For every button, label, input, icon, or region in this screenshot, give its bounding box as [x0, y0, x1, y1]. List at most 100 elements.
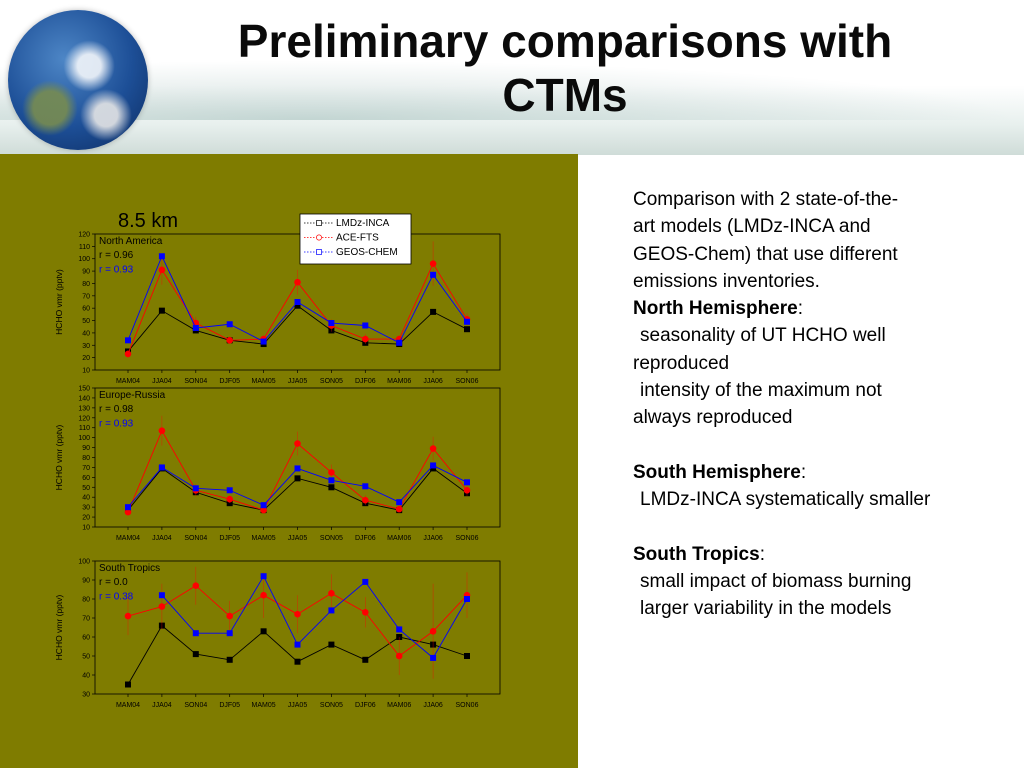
correlation-label: r = 0.98 [99, 404, 134, 415]
y-tick-label: 140 [78, 395, 90, 402]
geos-chem-point [396, 499, 403, 506]
x-tick-label: MAM04 [116, 378, 140, 385]
x-tick-label: JJA04 [152, 535, 172, 542]
ace-fts-point [158, 427, 166, 434]
y-tick-label: 130 [78, 405, 90, 412]
y-tick-label: 20 [82, 515, 90, 522]
south-hemisphere-heading-line: South Hemisphere: [633, 459, 1013, 486]
x-tick-label: MAM06 [387, 378, 411, 385]
y-tick-label: 50 [82, 654, 90, 661]
correlation-label: r = 0.93 [99, 419, 134, 430]
intro-line: art models (LMDz-INCA and [633, 216, 871, 238]
ace-fts-point [294, 278, 301, 286]
x-tick-label: SON05 [320, 535, 343, 542]
y-tick-label: 50 [82, 485, 90, 492]
geos-chem-point [328, 477, 335, 484]
bullet-line: reproduced [633, 352, 730, 374]
x-tick-label: JJA06 [423, 702, 443, 709]
geos-chem-point [362, 578, 369, 585]
y-tick-label: 40 [82, 330, 90, 337]
geos-chem-point [362, 322, 369, 329]
lmdz-inca-point [430, 308, 437, 315]
altitude-label: 8.5 km [118, 210, 178, 232]
x-tick-label: JJA04 [152, 378, 172, 385]
chart-south-tropics: 30 40 50 60 70 80 90 100 MAM04 JJA04 SON04 DJF05 MAM… [54, 559, 501, 709]
heading-colon: : [797, 298, 803, 320]
y-tick-label: 30 [82, 343, 90, 350]
y-tick-label: 120 [78, 415, 90, 422]
ace-fts-point [429, 260, 437, 267]
ace-fts-point [226, 337, 233, 344]
geos-chem-point [464, 596, 470, 602]
lmdz-inca-point [125, 681, 131, 688]
geos-chem-point [294, 465, 301, 472]
geos-chem-point [158, 464, 165, 471]
ace-fts-point [429, 628, 437, 635]
geos-chem-point [260, 573, 267, 580]
geos-chem-point [192, 630, 199, 637]
chart-europe-russia: 10 20 30 40 50 60 70 80 90 100 110 120 130 140 150 MAM0… [54, 386, 501, 542]
chart-north-america: 10 20 30 40 50 60 70 80 90 100 110 120 MAM04 JJA04 SON… [54, 210, 501, 385]
geos-chem-point [158, 253, 165, 260]
lmdz-inca-line [127, 624, 468, 685]
y-tick-label: 70 [82, 465, 90, 472]
ace-fts-point [226, 495, 233, 503]
legend-marker [316, 220, 322, 226]
y-tick-label: 100 [78, 559, 90, 566]
south-tropics-heading: South Tropics [633, 543, 760, 565]
x-tick-label: MAM06 [387, 535, 411, 542]
x-tick-label: MAM05 [252, 702, 276, 709]
geos-chem-point [464, 479, 470, 486]
lmdz-inca-point [464, 653, 470, 659]
x-tick-label: DJF06 [355, 535, 376, 542]
y-tick-label: 150 [78, 386, 90, 393]
legend-marker [316, 249, 322, 255]
north-hemisphere-heading-line: North Hemisphere: [633, 295, 1013, 322]
geos-chem-point [192, 485, 199, 492]
ace-fts-point [294, 440, 301, 447]
x-tick-label: SON04 [184, 535, 207, 542]
geos-chem-point [430, 654, 437, 661]
x-tick-label: SON04 [184, 702, 207, 709]
geos-chem-point [125, 504, 131, 511]
ace-fts-point [328, 590, 335, 597]
ace-fts-point [328, 469, 335, 476]
x-tick-label: DJF06 [355, 378, 376, 385]
lmdz-inca-point [328, 484, 335, 491]
heading-colon: : [800, 461, 807, 483]
bullet-line: seasonality of UT HCHO well [640, 325, 886, 347]
charts-svg: 10 20 30 40 50 60 70 80 90 100 110 120 MAM04 JJA04 SON… [54, 210, 501, 709]
intro-line: Comparison with 2 state-of-the- [633, 189, 899, 210]
slide-title: Preliminary comparisons with CTMs [237, 15, 893, 121]
region-title: Europe-Russia [99, 390, 166, 401]
region-title: South Tropics [99, 563, 160, 574]
y-tick-label: 20 [82, 355, 90, 362]
x-tick-label: JJA06 [423, 535, 443, 542]
ace-fts-point [158, 266, 166, 274]
y-tick-label: 10 [82, 368, 90, 375]
y-tick-label: 30 [82, 692, 90, 699]
lmdz-inca-line [127, 305, 468, 352]
geos-chem-point [260, 502, 267, 509]
geos-chem-point [430, 271, 437, 278]
x-tick-label: DJF05 [219, 378, 240, 385]
plot-frame [94, 387, 501, 528]
y-tick-label: 60 [82, 306, 90, 313]
lmdz-inca-point [362, 656, 369, 663]
ace-fts-point [124, 612, 132, 620]
y-axis-label: HCHO vmr (pptv) [54, 425, 64, 491]
legend-label: ACE-FTS [336, 233, 379, 244]
x-tick-label: MAM06 [387, 702, 411, 709]
y-tick-label: 80 [82, 281, 90, 288]
region-title: North America [99, 236, 163, 247]
geos-chem-point [328, 607, 335, 614]
north-hemisphere-heading: North Hemisphere [633, 298, 798, 320]
y-tick-label: 90 [82, 445, 90, 452]
geos-chem-line [161, 575, 468, 659]
lmdz-inca-point [294, 475, 301, 482]
chart-legend: LMDz-INCA ACE-FTS GEOS-CHEM [299, 213, 412, 265]
x-tick-label: DJF05 [219, 535, 240, 542]
geos-chem-point [226, 630, 233, 637]
geos-chem-point [396, 626, 403, 633]
lmdz-inca-point [328, 641, 335, 648]
